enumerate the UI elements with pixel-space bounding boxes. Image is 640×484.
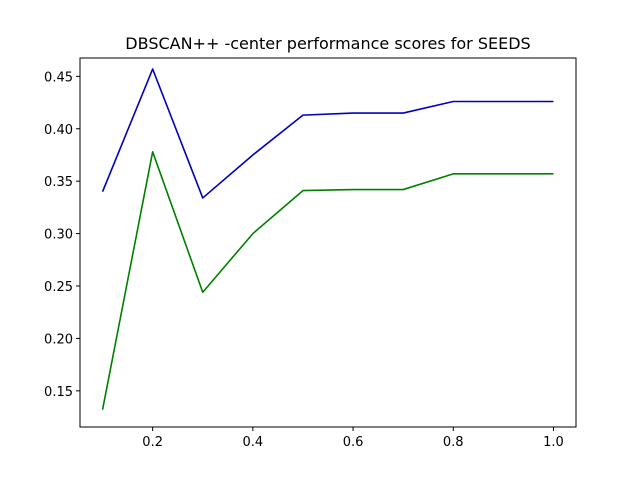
y-tick-label: 0.40 (44, 123, 73, 138)
series-line-1 (101, 68, 554, 199)
y-tick-label: 0.30 (44, 228, 73, 243)
y-tick-label: 0.45 (44, 70, 73, 85)
y-tick-label: 0.20 (44, 332, 73, 347)
y-tick-label: 0.25 (44, 280, 73, 295)
x-tick-label: 0.4 (243, 435, 264, 450)
series-layer (101, 68, 554, 410)
x-axis-ticks: 0.2 0.4 0.6 0.8 1.0 (142, 427, 564, 450)
x-tick-label: 0.8 (443, 435, 464, 450)
plot-frame (79, 57, 577, 428)
y-tick-label: 0.15 (44, 385, 73, 400)
x-tick-label: 1.0 (543, 435, 564, 450)
chart-title: DBSCAN++ -center performance scores for … (125, 34, 530, 53)
x-tick-label: 0.2 (142, 435, 163, 450)
series-line-2 (101, 151, 554, 410)
y-axis-ticks: 0.15 0.20 0.25 0.30 0.35 0.40 0.45 (44, 70, 80, 400)
y-tick-label: 0.35 (44, 175, 73, 190)
x-tick-label: 0.6 (343, 435, 364, 450)
